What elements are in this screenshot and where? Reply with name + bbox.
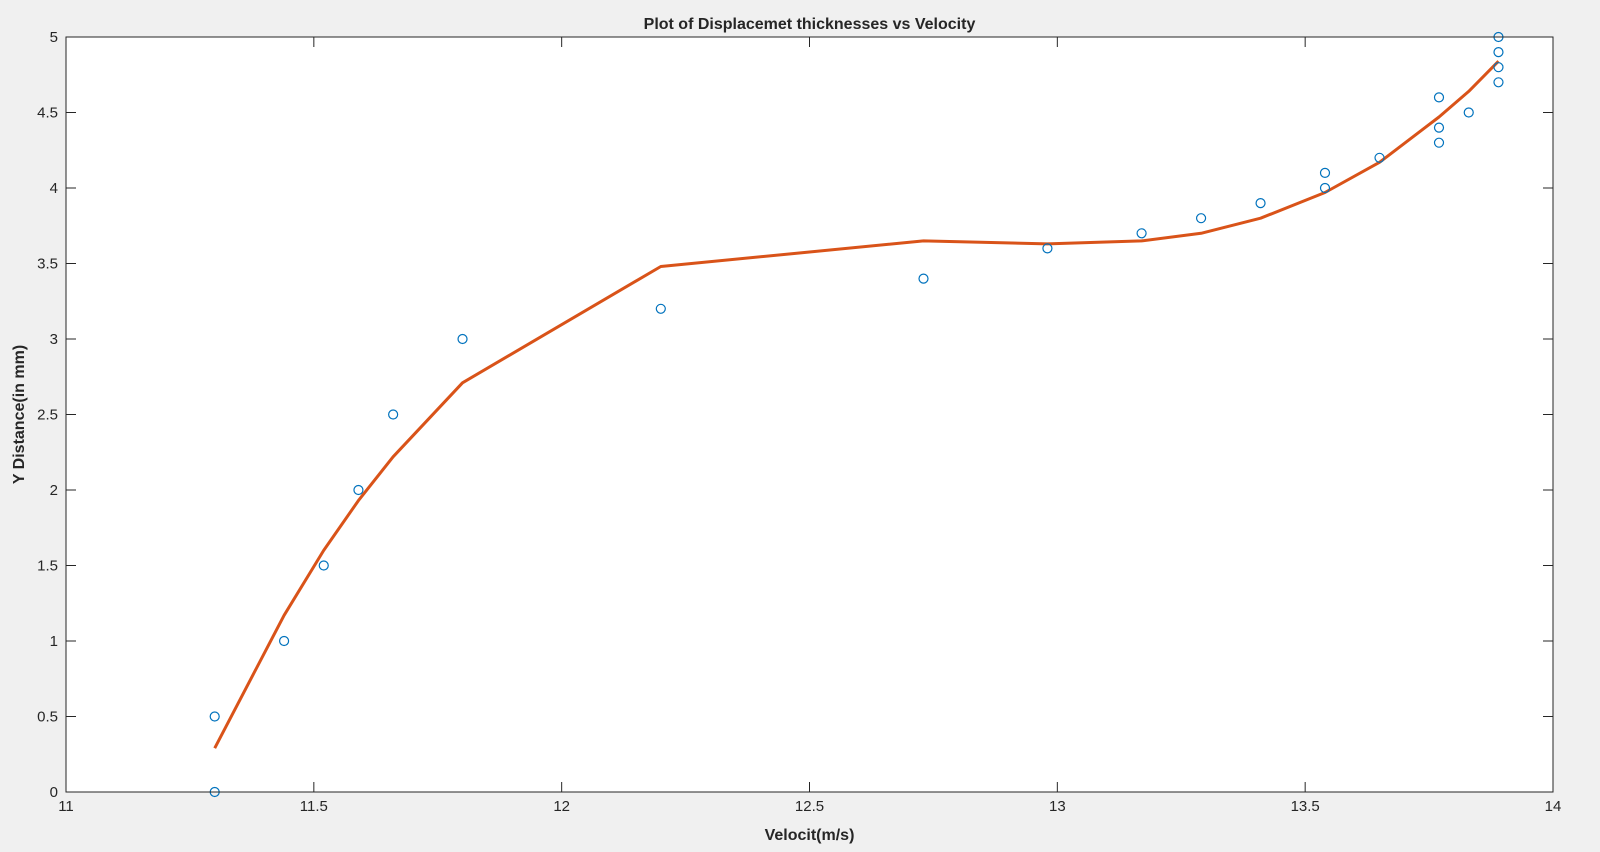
data-point [1433, 137, 1445, 148]
data-point [353, 484, 364, 496]
data-point [655, 303, 666, 314]
chart-title: Plot of Displacemet thicknesses vs Veloc… [644, 16, 976, 33]
y-tick-label: 5 [50, 29, 58, 46]
data-point [1463, 107, 1474, 118]
data-point [209, 711, 220, 722]
plot-area [209, 31, 1504, 798]
y-axis-title: Y Distance(in mm) [11, 345, 28, 484]
x-tick-label: 12 [553, 798, 570, 815]
data-point [1195, 213, 1207, 224]
y-tick-label: 3 [50, 331, 58, 348]
y-tick-label: 4.5 [37, 105, 58, 122]
data-point [1042, 243, 1053, 254]
data-point [457, 333, 468, 345]
data-point [1255, 198, 1266, 209]
data-point [1493, 46, 1504, 58]
data-point [918, 273, 929, 284]
y-tick-label: 4 [50, 180, 58, 197]
x-tick-label: 12.5 [795, 798, 824, 815]
axis-ticks: 11 11.5 12 12.5 13 13.5 1400.511.522.533.544.5… [37, 29, 1561, 815]
data-point [278, 635, 290, 647]
data-point [1319, 182, 1331, 194]
data-point [1136, 228, 1147, 239]
y-tick-label: 2 [50, 482, 58, 499]
y-tick-label: 2.5 [37, 407, 58, 424]
x-tick-label: 14 [1545, 798, 1562, 815]
data-point [318, 560, 329, 571]
data-point [1319, 167, 1331, 178]
y-tick-label: 1 [50, 633, 58, 650]
data-point [1374, 152, 1385, 163]
x-tick-label: 13 [1049, 798, 1066, 815]
data-point [1493, 62, 1504, 73]
data-point [1433, 122, 1445, 133]
x-tick-label: 11 [58, 798, 74, 815]
x-tick-label: 13.5 [1291, 798, 1320, 815]
y-tick-label: 0 [50, 784, 58, 801]
x-axis-title: Velocit(m/s) [765, 827, 855, 844]
data-point [388, 409, 399, 420]
data-point [1493, 77, 1504, 88]
data-point [1433, 92, 1445, 103]
y-tick-label: 0.5 [37, 709, 58, 726]
y-tick-label: 3.5 [37, 256, 58, 273]
y-tick-label: 1.5 [37, 558, 58, 575]
axes-background [66, 37, 1553, 792]
x-tick-label: 11.5 [300, 798, 328, 815]
